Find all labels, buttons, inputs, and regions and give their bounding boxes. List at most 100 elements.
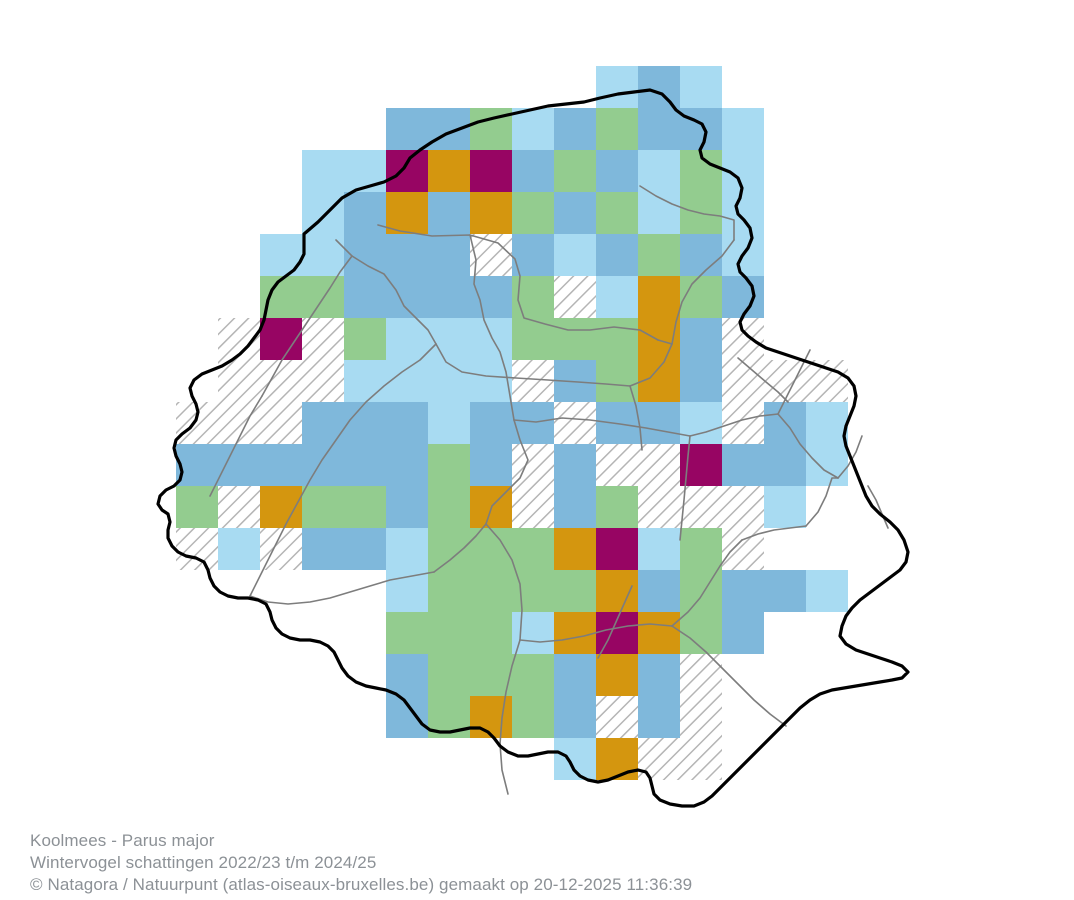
grid-cell	[428, 612, 470, 654]
grid-cell-nodata	[512, 360, 554, 402]
grid-cell	[260, 444, 302, 486]
grid-cell	[428, 444, 470, 486]
grid-cell	[680, 276, 722, 318]
grid-cell	[470, 360, 512, 402]
grid-cell	[386, 192, 428, 234]
grid-cell	[554, 108, 596, 150]
grid-cell	[386, 108, 428, 150]
grid-cell	[512, 108, 554, 150]
grid-cell	[680, 318, 722, 360]
grid-cell	[512, 234, 554, 276]
grid-cell-nodata	[176, 528, 218, 570]
grid-cell	[218, 528, 260, 570]
caption-subtitle: Wintervogel schattingen 2022/23 t/m 2024…	[30, 853, 377, 872]
grid-cell	[302, 528, 344, 570]
grid-cell	[722, 612, 764, 654]
grid-cell	[764, 570, 806, 612]
municipal-border	[671, 539, 743, 627]
grid-cell	[302, 486, 344, 528]
grid-cell	[722, 444, 764, 486]
municipal-border	[639, 185, 735, 241]
grid-cell	[596, 486, 638, 528]
grid-cell	[554, 486, 596, 528]
grid-cell-nodata	[302, 360, 344, 402]
grid-cell	[638, 570, 680, 612]
grid-cell	[806, 402, 848, 444]
caption-credit: © Natagora / Natuurpunt (atlas-oiseaux-b…	[30, 875, 693, 894]
municipal-border	[805, 477, 839, 527]
grid-cell	[764, 486, 806, 528]
grid-cell-nodata	[680, 738, 722, 780]
grid-cell	[554, 612, 596, 654]
grid-cell-nodata	[512, 486, 554, 528]
grid-cell	[680, 570, 722, 612]
grid-cell	[470, 150, 512, 192]
municipal-border	[377, 224, 659, 341]
municipal-borders-layer	[209, 185, 889, 795]
municipal-border	[777, 413, 839, 479]
grid-cell	[722, 108, 764, 150]
grid-cell	[386, 444, 428, 486]
grid-cell	[638, 108, 680, 150]
municipal-border	[435, 343, 631, 387]
grid-cell	[554, 444, 596, 486]
grid-cell	[386, 276, 428, 318]
grid-cell-nodata	[722, 360, 764, 402]
grid-cell	[512, 654, 554, 696]
grid-cell	[680, 360, 722, 402]
grid-cell	[344, 318, 386, 360]
grid-cell	[554, 234, 596, 276]
grid-cell	[512, 528, 554, 570]
grid-cell-nodata	[722, 486, 764, 528]
municipal-border	[485, 523, 523, 641]
grid-cell	[302, 150, 344, 192]
grid-cell	[764, 444, 806, 486]
municipal-border	[657, 339, 673, 345]
grid-cell	[512, 402, 554, 444]
grid-cell	[344, 192, 386, 234]
grid-cell-nodata	[722, 318, 764, 360]
grid-cell	[512, 192, 554, 234]
grid-cell	[554, 738, 596, 780]
grid-cell-nodata	[302, 318, 344, 360]
municipal-border	[671, 625, 787, 727]
grid-cell	[680, 108, 722, 150]
municipal-border	[519, 623, 673, 643]
municipal-border	[629, 239, 735, 387]
grid-cell	[428, 318, 470, 360]
grid-cell	[386, 654, 428, 696]
grid-cell	[722, 570, 764, 612]
grid-cell	[344, 150, 386, 192]
grid-cell	[638, 654, 680, 696]
grid-cell	[596, 66, 638, 108]
grid-cell	[638, 192, 680, 234]
grid-cell	[638, 234, 680, 276]
municipal-border	[689, 413, 779, 437]
municipal-border	[485, 419, 529, 525]
grid-cell	[470, 654, 512, 696]
grid-cell	[596, 192, 638, 234]
grid-cell	[554, 318, 596, 360]
grid-cell	[596, 234, 638, 276]
grid-cell	[638, 696, 680, 738]
map-caption: Koolmees - Parus major Wintervogel schat…	[30, 830, 1030, 896]
grid-cell	[386, 402, 428, 444]
grid-cell	[428, 150, 470, 192]
grid-cell	[512, 150, 554, 192]
grid-cell	[638, 150, 680, 192]
grid-cell	[470, 276, 512, 318]
grid-cell	[470, 696, 512, 738]
grid-cell	[470, 444, 512, 486]
grid-cell	[386, 150, 428, 192]
grid-cell-nodata	[680, 486, 722, 528]
grid-cell	[428, 486, 470, 528]
municipal-border	[209, 395, 263, 497]
municipal-border	[335, 239, 437, 345]
grid-cell	[428, 192, 470, 234]
grid-cell	[512, 570, 554, 612]
grid-cell	[176, 444, 218, 486]
grid-cell	[680, 528, 722, 570]
grid-cell-nodata	[554, 276, 596, 318]
grid-cell	[596, 360, 638, 402]
grid-cell	[344, 360, 386, 402]
